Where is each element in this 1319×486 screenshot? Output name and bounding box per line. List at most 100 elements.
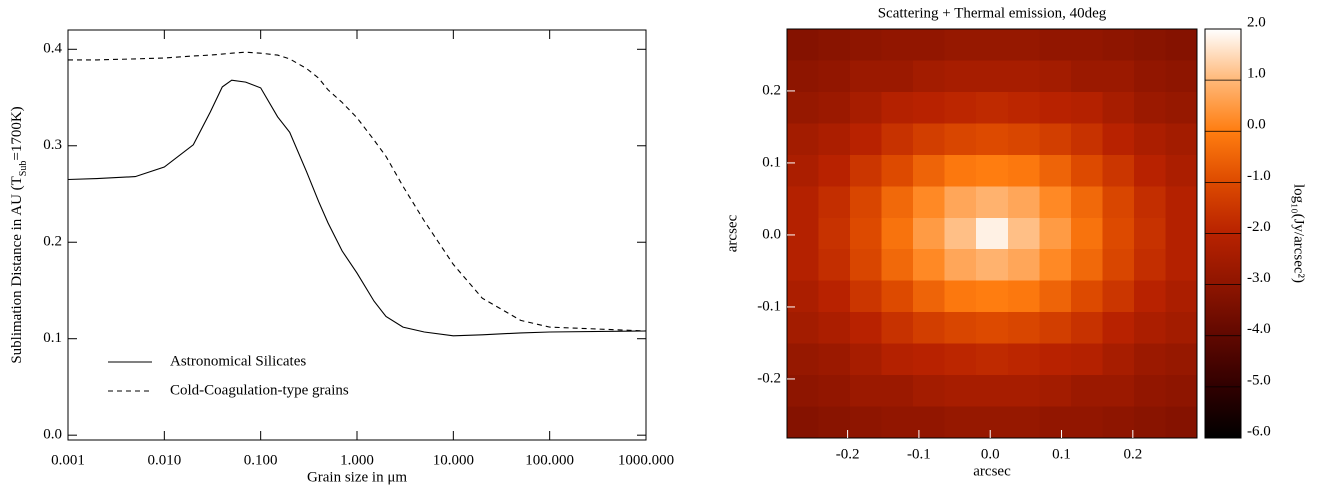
heatmap-cell <box>850 91 883 124</box>
heatmap-cell <box>1165 406 1198 439</box>
heatmap-cell <box>1007 343 1040 376</box>
heatmap-cell <box>881 60 914 93</box>
heatmap-cell <box>1165 91 1198 124</box>
heatmap-cell <box>913 312 946 345</box>
heatmap-cell <box>1039 406 1072 439</box>
heatmap-cell <box>1165 343 1198 376</box>
x-tick-label: 0.001 <box>51 452 85 468</box>
heatmap-cell <box>944 280 977 313</box>
heatmap-cell <box>1133 312 1167 345</box>
heatmap-cell <box>1133 406 1167 439</box>
heatmap-cell <box>1102 343 1135 376</box>
x-axis-label: Grain size in μm <box>307 469 407 485</box>
heatmap-cell <box>787 406 820 439</box>
heatmap-cell <box>881 154 914 187</box>
legend-label: Astronomical Silicates <box>170 353 306 369</box>
heatmap-cell <box>818 343 851 376</box>
heatmap-cell <box>818 280 851 313</box>
heatmap-cell <box>976 29 1009 62</box>
y-axis-label-part: Sub <box>18 161 29 177</box>
y-tick-label: 0.2 <box>43 234 62 250</box>
heatmap-cell <box>1133 154 1167 187</box>
heatmap-cell <box>1070 123 1103 156</box>
heatmap-cell <box>850 343 883 376</box>
colorbar-tick-label: 2.0 <box>1247 14 1266 30</box>
x-tick-label: 100.000 <box>525 452 574 468</box>
heatmap-cell <box>1133 343 1167 376</box>
heatmap-cell <box>787 91 820 124</box>
heatmap-cell <box>944 186 977 219</box>
heatmap-cell <box>1007 249 1040 282</box>
colorbar-tick-label: -6.0 <box>1247 423 1271 439</box>
colorbar-tick-label: -3.0 <box>1247 270 1271 286</box>
heatmap-cell <box>1007 60 1040 93</box>
plot-frame <box>67 29 647 441</box>
heatmap-cell <box>944 249 977 282</box>
heatmap-cell <box>1102 249 1135 282</box>
heatmap-cell <box>976 406 1009 439</box>
colorbar-tick-label: 1.0 <box>1247 66 1266 82</box>
heatmap-cell <box>1007 312 1040 345</box>
heatmap-cell <box>976 375 1009 408</box>
heatmap-cell <box>850 280 883 313</box>
heatmap-cell <box>976 280 1009 313</box>
y-axis-label-part: Sublimation Distance in AU (T <box>9 176 25 363</box>
heatmap-cell <box>1165 123 1198 156</box>
heatmap-cell <box>1039 186 1072 219</box>
heatmap-cell <box>1070 280 1103 313</box>
x-tick-label: 1.000 <box>340 452 374 468</box>
heatmap-cell <box>1007 29 1040 62</box>
heatmap-cell <box>1007 280 1040 313</box>
colorbar-tick-label: 0.0 <box>1247 117 1266 133</box>
heatmap-cell <box>850 217 883 250</box>
y-tick-label: 0.0 <box>762 226 781 242</box>
heatmap-cell <box>1039 217 1072 250</box>
heatmap-cell <box>1070 91 1103 124</box>
heatmap-cell <box>944 343 977 376</box>
heatmap-cell <box>1102 406 1135 439</box>
heatmap-cell <box>1007 154 1040 187</box>
heatmap-cell <box>850 123 883 156</box>
heatmap-cell <box>1102 217 1135 250</box>
x-tick-label: 0.010 <box>147 452 181 468</box>
heatmap-cell <box>1165 60 1198 93</box>
heatmap-cell <box>944 123 977 156</box>
heatmap-cell <box>1102 60 1135 93</box>
series-line <box>68 51 647 332</box>
heatmap-cell <box>1133 29 1167 62</box>
heatmap-cell <box>787 186 820 219</box>
heatmap-cell <box>1102 375 1135 408</box>
colorbar-tick-label: -5.0 <box>1247 372 1271 388</box>
heatmap-cell <box>913 123 946 156</box>
y-tick-label: 0.1 <box>43 330 62 346</box>
y-axis-label-part: =1700K) <box>9 106 25 160</box>
heatmap-cell <box>1007 91 1040 124</box>
y-tick-label: 0.0 <box>43 427 62 443</box>
heatmap-cell <box>850 375 883 408</box>
legend-label: Cold-Coagulation-type grains <box>170 382 349 398</box>
heatmap-cell <box>976 123 1009 156</box>
heatmap-cell <box>913 91 946 124</box>
heatmap-cell <box>1007 123 1040 156</box>
x-tick-label: -0.1 <box>907 446 931 462</box>
heatmap-cell <box>818 154 851 187</box>
heatmap-cell <box>1070 217 1103 250</box>
heatmap-cell <box>787 312 820 345</box>
heatmap-cell <box>913 375 946 408</box>
heatmap-cell <box>881 343 914 376</box>
heatmap-cell <box>881 312 914 345</box>
heatmap-cell <box>913 29 946 62</box>
heatmap-cell <box>787 123 820 156</box>
heatmap-cell <box>787 29 820 62</box>
x-tick-label: 0.1 <box>1052 446 1071 462</box>
heatmap-cell <box>881 217 914 250</box>
x-tick-label: -0.2 <box>836 446 860 462</box>
heatmap-cell <box>1070 186 1103 219</box>
heatmap-cell <box>1039 280 1072 313</box>
heatmap-cell <box>818 29 851 62</box>
heatmap-cell <box>818 60 851 93</box>
heatmap-cell <box>913 186 946 219</box>
x-tick-label: 0.100 <box>244 452 278 468</box>
heatmap-cell <box>1133 60 1167 93</box>
heatmap-cell <box>1039 60 1072 93</box>
